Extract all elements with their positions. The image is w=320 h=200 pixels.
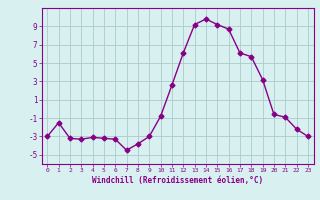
- X-axis label: Windchill (Refroidissement éolien,°C): Windchill (Refroidissement éolien,°C): [92, 176, 263, 185]
